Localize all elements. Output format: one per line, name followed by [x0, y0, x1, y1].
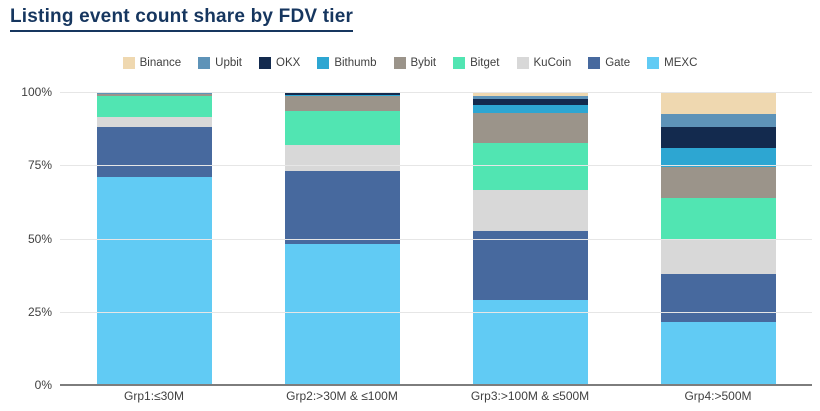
legend-swatch-icon	[122, 57, 135, 69]
bar-segment-gate	[284, 171, 400, 245]
legend-label: KuCoin	[533, 57, 572, 69]
y-tick-label-75: 75%	[27, 158, 52, 173]
bar-segment-bithumb	[472, 105, 588, 113]
bar-segment-binance	[660, 92, 776, 115]
legend-swatch-icon	[588, 57, 601, 69]
gridline-100	[60, 92, 812, 93]
stacked-bar-4	[660, 92, 776, 385]
bar-segment-bithumb	[660, 147, 776, 167]
bar-segment-kucoin	[96, 116, 212, 128]
legend-label: Binance	[139, 57, 182, 69]
bar-segment-bybit	[472, 112, 588, 144]
gridline-25	[60, 311, 812, 313]
bar-segment-okx	[472, 99, 588, 106]
x-axis-line	[60, 384, 812, 386]
bar-segment-bybit	[660, 166, 776, 198]
x-category-label-1: Grp1:≤30M	[124, 389, 184, 403]
plot-area	[60, 92, 812, 386]
stacked-bar-3	[472, 92, 588, 385]
bar-segment-okx	[660, 127, 776, 148]
bar-slot-3	[436, 92, 624, 385]
x-category-label-3: Grp3:>100M & ≤500M	[470, 389, 590, 403]
bar-segment-kucoin	[284, 144, 400, 172]
chart-legend: Binance Upbit OKX Bithumb Bybit Bitget KuCoin G…	[0, 57, 820, 69]
y-tick-label-50: 50%	[27, 231, 52, 246]
gridline-75	[60, 165, 812, 167]
legend-item-okx[interactable]: OKX	[259, 57, 300, 69]
x-axis-labels: Grp1:≤30M Grp2:>30M & ≤100M Grp3:>100M & ≤…	[60, 389, 812, 403]
bar-slot-1	[60, 92, 248, 385]
legend-item-binance[interactable]: Binance	[122, 57, 182, 69]
bar-segment-mexc	[284, 244, 400, 385]
bar-segment-kucoin	[660, 239, 776, 274]
bar-segment-bitget	[284, 111, 400, 145]
bar-slot-2	[248, 92, 436, 385]
bar-segment-binance	[472, 92, 588, 97]
legend-label: Bithumb	[334, 57, 377, 69]
legend-item-mexc[interactable]: MEXC	[647, 57, 697, 69]
legend-item-kucoin[interactable]: KuCoin	[516, 57, 572, 69]
y-tick-label-25: 25%	[27, 304, 52, 319]
bar-segment-bitget	[96, 96, 212, 117]
bars-container	[60, 92, 812, 385]
bar-segment-kucoin	[472, 190, 588, 232]
bar-segment-upbit	[472, 96, 588, 100]
legend-swatch-icon	[516, 57, 529, 69]
legend-label: MEXC	[664, 57, 698, 69]
x-category-label-2: Grp2:>30M & ≤100M	[286, 389, 398, 403]
legend-label: Gate	[605, 57, 631, 69]
legend-swatch-icon	[317, 57, 330, 69]
legend-swatch-icon	[647, 57, 660, 69]
bar-segment-gate	[96, 127, 212, 177]
x-category-label-4: Grp4:>500M	[684, 389, 752, 403]
legend-item-bitget[interactable]: Bitget	[453, 57, 500, 69]
legend-item-gate[interactable]: Gate	[588, 57, 630, 69]
bar-segment-okx	[284, 92, 400, 95]
bar-segment-bitget	[472, 143, 588, 191]
legend-label: Upbit	[215, 57, 243, 69]
y-tick-label-100: 100%	[21, 85, 52, 99]
legend-item-bithumb[interactable]: Bithumb	[317, 57, 377, 69]
y-tick-label-0: 0%	[34, 378, 52, 392]
stacked-bar-2	[284, 92, 400, 385]
bar-segment-mexc	[472, 300, 588, 385]
legend-swatch-icon	[453, 57, 466, 69]
chart-title: Listing event count share by FDV tier	[10, 6, 354, 32]
bar-segment-gate	[472, 231, 588, 301]
bar-segment-bitget	[660, 197, 776, 240]
legend-swatch-icon	[198, 57, 211, 69]
bar-segment-bybit	[96, 93, 212, 97]
legend-label: Bitget	[470, 57, 500, 69]
bar-segment-upbit	[660, 114, 776, 128]
bar-segment-mexc	[660, 322, 776, 385]
bar-segment-bithumb	[284, 94, 400, 97]
legend-swatch-icon	[259, 57, 272, 69]
legend-label: Bybit	[410, 57, 437, 69]
legend-item-bybit[interactable]: Bybit	[393, 57, 437, 69]
legend-swatch-icon	[393, 57, 406, 69]
bar-segment-bybit	[284, 96, 400, 112]
legend-item-upbit[interactable]: Upbit	[198, 57, 242, 69]
stacked-bar-1	[96, 92, 212, 385]
legend-label: OKX	[276, 57, 301, 69]
bar-slot-4	[624, 92, 812, 385]
bar-segment-mexc	[96, 176, 212, 385]
bar-segment-gate	[660, 273, 776, 323]
gridline-50	[60, 238, 812, 240]
